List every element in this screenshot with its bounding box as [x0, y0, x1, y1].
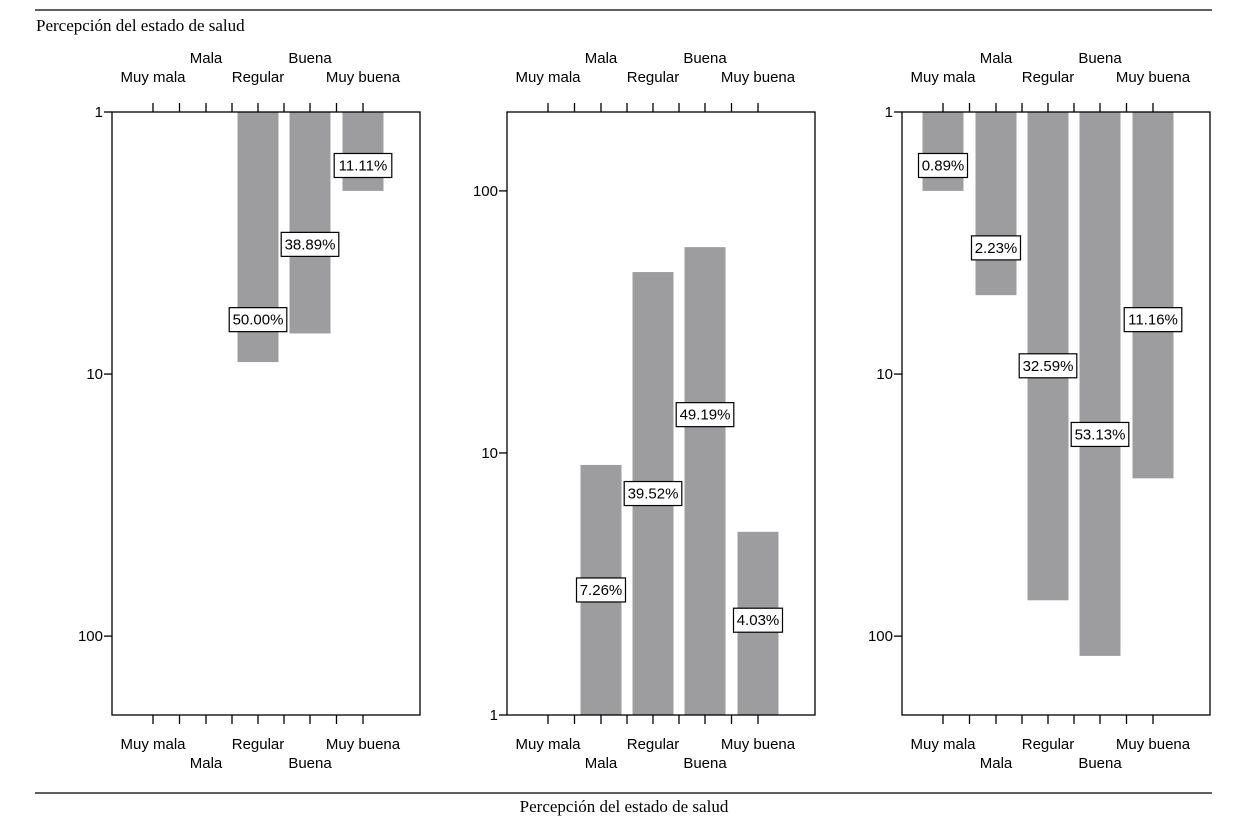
- x-tick-label-top: Muy mala: [910, 69, 976, 86]
- data-label: 11.16%: [1128, 312, 1178, 329]
- y-tick-label: 1: [885, 104, 893, 121]
- data-label: 50.00%: [233, 312, 284, 329]
- data-label-box: [575, 577, 627, 603]
- plot-frame: [111, 111, 421, 716]
- plot-frame: [901, 111, 1211, 716]
- x-tick-label-top: Muy mala: [515, 69, 581, 86]
- data-label: 7.26%: [580, 582, 623, 599]
- data-label: 32.59%: [1023, 358, 1074, 375]
- x-tick-label-bottom: Muy buena: [326, 736, 401, 753]
- x-tick-label-bottom: Muy buena: [1116, 736, 1191, 753]
- x-tick-label-top: Muy buena: [326, 69, 401, 86]
- x-tick-label-bottom: Regular: [627, 736, 680, 753]
- bar-buena: [289, 112, 331, 334]
- data-label-box: [228, 307, 288, 333]
- data-label-box: [732, 607, 784, 633]
- x-tick-label-top: Muy mala: [120, 69, 186, 86]
- bar-muy-mala: [922, 112, 964, 191]
- data-label-box: [623, 480, 683, 507]
- x-tick-label-top: Buena: [683, 50, 727, 67]
- data-label-box: [280, 231, 340, 257]
- data-label: 0.89%: [922, 157, 965, 174]
- data-label: 39.52%: [628, 486, 679, 503]
- x-tick-label-bottom: Buena: [288, 755, 332, 772]
- x-tick-label-top: Regular: [1022, 69, 1075, 86]
- bar-mala: [975, 112, 1017, 296]
- bar-muy-buena: [342, 112, 384, 191]
- y-tick-label: 10: [876, 366, 893, 383]
- x-tick-label-top: Muy buena: [1116, 69, 1191, 86]
- x-tick-label-top: Buena: [288, 50, 332, 67]
- x-tick-label-bottom: Muy mala: [120, 736, 186, 753]
- data-label-box: [917, 152, 969, 179]
- bar-buena: [684, 247, 726, 715]
- y-tick-label: 10: [86, 366, 103, 383]
- x-tick-label-top: Mala: [190, 50, 223, 67]
- x-tick-label-top: Regular: [627, 69, 680, 86]
- y-tick-label: 100: [868, 628, 893, 645]
- x-tick-label-top: Mala: [585, 50, 618, 67]
- bar-buena: [1079, 112, 1121, 656]
- x-tick-label-bottom: Mala: [190, 755, 223, 772]
- x-tick-label-top: Muy buena: [721, 69, 796, 86]
- footer-label: Percepción del estado de salud: [520, 797, 729, 816]
- data-label: 2.23%: [975, 240, 1018, 257]
- data-label-box: [675, 402, 735, 428]
- x-tick-label-top: Buena: [1078, 50, 1122, 67]
- y-tick-label: 10: [481, 445, 498, 462]
- y-tick-label: 1: [95, 104, 103, 121]
- x-tick-label-top: Regular: [232, 69, 285, 86]
- data-label-box: [1123, 307, 1183, 333]
- x-tick-label-top: Mala: [980, 50, 1013, 67]
- data-label: 38.89%: [285, 236, 336, 253]
- x-tick-label-bottom: Muy buena: [721, 736, 796, 753]
- data-label-box: [1070, 421, 1130, 448]
- data-label: 11.11%: [339, 157, 388, 174]
- bar-muy-buena: [1132, 112, 1174, 479]
- x-tick-label-bottom: Mala: [980, 755, 1013, 772]
- header-label: Percepción del estado de salud: [36, 16, 245, 35]
- data-label-box: [1018, 353, 1078, 379]
- data-label-box: [333, 152, 393, 179]
- x-tick-label-bottom: Regular: [232, 736, 285, 753]
- data-label-box: [970, 235, 1022, 261]
- y-tick-label: 100: [78, 628, 103, 645]
- x-tick-label-bottom: Buena: [683, 755, 727, 772]
- y-tick-label: 100: [473, 183, 498, 200]
- y-tick-label: 1: [490, 707, 498, 724]
- x-tick-label-bottom: Mala: [585, 755, 618, 772]
- x-tick-label-bottom: Muy mala: [910, 736, 976, 753]
- data-label: 53.13%: [1075, 426, 1126, 443]
- x-tick-label-bottom: Regular: [1022, 736, 1075, 753]
- x-tick-label-bottom: Muy mala: [515, 736, 581, 753]
- data-label: 49.19%: [680, 407, 731, 424]
- plot-frame: [506, 111, 816, 716]
- x-tick-label-bottom: Buena: [1078, 755, 1122, 772]
- data-label: 4.03%: [737, 612, 780, 629]
